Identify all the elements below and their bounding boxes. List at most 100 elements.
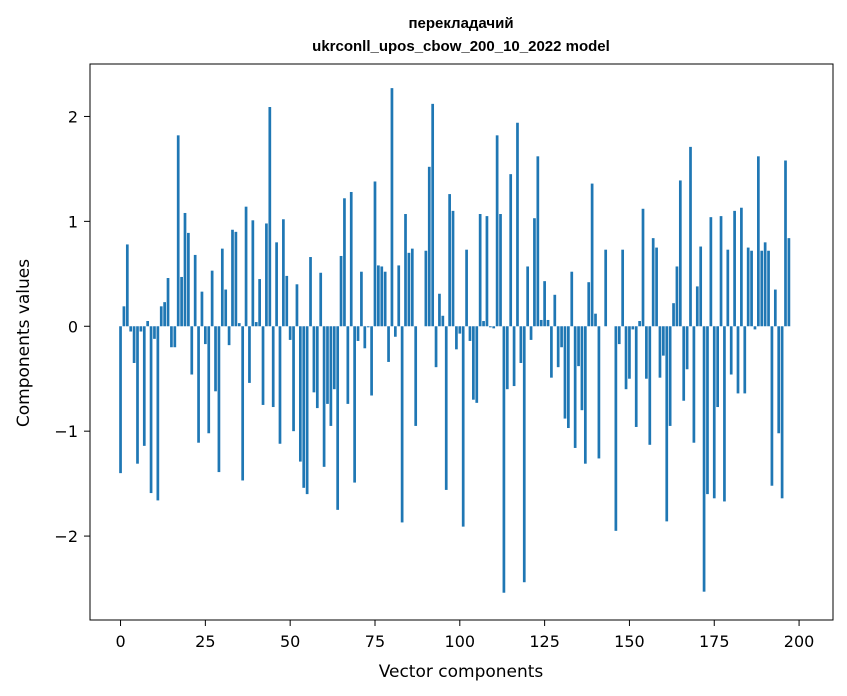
plot-frame [89,63,834,621]
y-tick-label: −1 [54,422,78,441]
bar-175 [712,326,716,499]
bar-34 [234,231,238,327]
bar-152 [634,326,638,427]
y-axis-label: Components values [14,259,34,427]
bar-186 [750,250,753,327]
bar-114 [505,326,509,390]
bar-62 [329,326,333,426]
bar-94 [438,293,441,327]
bar-3 [129,326,133,332]
bar-155 [645,326,648,379]
bar-7 [142,326,146,446]
bar-173 [706,326,709,495]
bar-1 [122,306,126,327]
bar-57 [312,326,316,393]
bar-107 [482,321,485,327]
bar-44 [268,107,272,327]
bar-182 [736,326,740,394]
bar-12 [159,306,163,327]
x-tick-label: 100 [445,632,476,651]
bar-11 [156,326,160,501]
bar-77 [380,266,384,327]
bar-148 [621,249,625,327]
bar-197 [787,238,791,327]
bar-69 [353,326,356,483]
bar-92 [431,103,435,327]
bar-46 [275,242,278,327]
x-axis-ticks: 0 25 50 75 100 125 150 175 200 [115,620,814,651]
bar-169 [692,326,696,443]
bar-195 [780,326,784,499]
bar-120 [526,266,530,327]
bar-39 [251,220,255,327]
bar-130 [560,326,563,348]
bar-27 [210,270,214,327]
chart-title: перекладачий [408,15,513,32]
bar-52 [295,284,299,327]
bar-194 [777,326,781,434]
bar-26 [207,326,211,434]
bar-110 [492,326,496,329]
bar-102 [465,249,468,327]
bar-180 [729,326,733,375]
bar-98 [451,210,455,327]
bar-54 [302,326,306,488]
bar-31 [224,289,228,327]
bar-108 [485,216,489,327]
bar-181 [733,210,736,327]
bar-135 [577,326,580,367]
bar-105 [475,326,479,403]
bar-93 [434,326,438,368]
bar-56 [309,257,312,327]
bar-139 [590,183,594,327]
bar-104 [472,326,475,400]
bar-74 [370,326,373,396]
bar-43 [265,223,268,327]
bar-45 [271,326,275,408]
bar-117 [516,122,519,327]
bar-161 [665,326,669,522]
bar-183 [740,207,743,327]
bar-140 [594,313,597,327]
y-tick-label: 1 [68,212,78,231]
bar-50 [288,326,292,340]
bar-60 [322,326,326,467]
bar-91 [427,166,431,327]
bar-127 [550,326,553,378]
bar-75 [373,181,377,327]
bar-106 [478,214,482,327]
bar-87 [414,326,418,426]
bar-138 [587,282,591,327]
bar-80 [390,88,394,327]
bar-48 [282,219,285,327]
bar-109 [488,326,492,328]
bar-137 [583,326,587,464]
bar-6 [139,326,143,332]
bar-8 [146,321,150,327]
bar-21 [190,326,194,375]
bar-126 [546,319,550,327]
bar-143 [604,249,608,327]
bar-116 [512,326,516,387]
bar-123 [536,156,540,327]
bar-47 [278,326,282,444]
bar-118 [519,326,523,363]
bar-23 [197,326,200,443]
bar-168 [689,146,692,327]
bar-184 [743,326,747,394]
bar-99 [455,326,458,350]
bar-157 [651,238,655,327]
bar-63 [332,326,336,390]
bar-150 [628,326,631,379]
bar-121 [529,326,533,340]
x-tick-label: 0 [115,632,125,651]
bar-192 [770,326,774,486]
bar-185 [746,247,750,327]
bar-101 [461,326,465,527]
bar-111 [495,135,499,327]
bar-85 [407,252,411,327]
bar-190 [763,242,767,327]
bar-115 [509,174,513,327]
bar-40 [254,322,258,327]
